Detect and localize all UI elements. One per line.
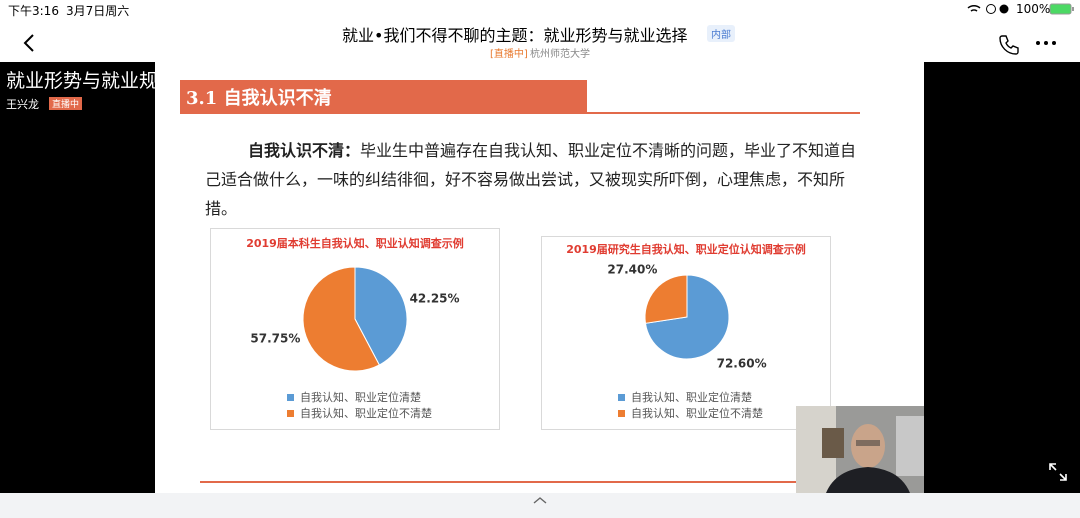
status-icons [967,4,1009,14]
legend-item: 自我认知、职业定位不清楚 [287,405,432,421]
chart-title: 2019届本科生自我认知、职业认知调查示例 [246,237,464,250]
slice-label: 42.25% [410,292,460,306]
slide-heading: 3.1 自我认识不清 [186,88,332,109]
call-button[interactable] [998,33,1020,55]
fullscreen-button[interactable] [1048,462,1068,482]
pie-slice [354,266,408,366]
footer-rule [200,481,860,483]
pie-plot: 72.60% 27.40% [607,263,767,371]
host-badge: 直播中 [49,97,83,110]
legend-label: 自我认知、职业定位不清楚 [300,407,432,420]
pie-plot: 42.25% 57.75% [250,266,460,372]
status-date: 3月7日周六 [66,4,130,18]
expand-button[interactable] [532,495,548,505]
chart-box: 2019届本科生自我认知、职业认知调查示例 42.25% 57.75% 自我认知、职业… [210,228,500,430]
pie-slice [644,274,688,324]
legend-swatch [618,394,625,401]
battery-level: 100% [1016,2,1051,16]
more-button[interactable] [1035,38,1057,48]
back-button[interactable] [20,32,40,54]
heading-rule [180,112,860,114]
legend-item: 自我认知、职业定位清楚 [287,389,421,405]
legend-item: 自我认知、职业定位不清楚 [618,405,763,421]
slice-label: 57.75% [250,331,300,345]
chart-title: 2019届研究生自我认知、职业定位认知调查示例 [566,243,806,256]
chart-box: 2019届研究生自我认知、职业定位认知调查示例 72.60% 27.40% 自我认知、… [541,236,831,430]
title-badge: 内部 [707,25,735,42]
paragraph-lead: 自我认识不清： [248,141,361,160]
legend-swatch [287,410,294,417]
webcam [796,406,924,493]
slide-heading-bar [180,80,587,113]
legend-swatch [287,394,294,401]
school-name: 杭州师范大学 [530,49,590,60]
paragraph-body: 毕业生中普遍存在自我认知、职业定位不清晰的问题，毕业了不知道自己适合做什么，一味… [205,141,857,218]
legend-label: 自我认知、职业定位清楚 [300,391,421,404]
status-time: 下午3:16 [8,4,59,18]
live-tag: [直播中] [490,49,528,60]
slide-paragraph: 自我认识不清：毕业生中普遍存在自我认知、职业定位不清晰的问题，毕业了不知道自己适… [205,136,865,223]
legend-swatch [618,410,625,417]
legend-label: 自我认知、职业定位清楚 [631,391,752,404]
slice-label: 72.60% [717,356,767,370]
page-title: 就业•我们不得不聊的主题：就业形势与就业选择 [342,26,688,45]
battery-icon [1049,3,1074,15]
host-name: 王兴龙 [6,98,39,111]
legend-label: 自我认知、职业定位不清楚 [631,407,763,420]
slice-label: 27.40% [607,263,657,277]
stream-title: 就业形势与就业规划 [6,70,178,92]
legend-item: 自我认知、职业定位清楚 [618,389,752,405]
pie-slice [302,266,381,372]
